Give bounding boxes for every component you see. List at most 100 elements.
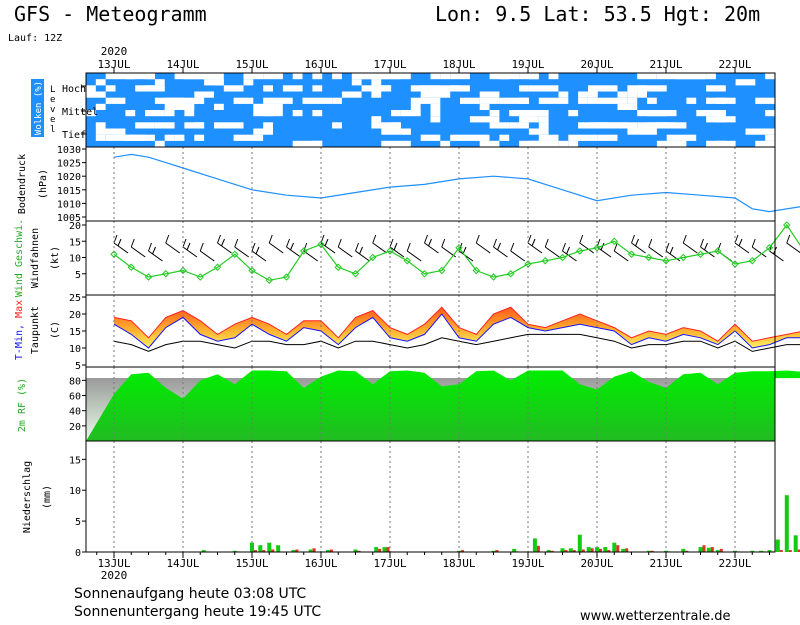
cloud-gap	[105, 73, 116, 80]
x-tick-label-bottom: 13JUL	[97, 557, 130, 570]
x-tick-label-top: 22JUL	[718, 58, 751, 71]
wind-barb-staff	[579, 242, 595, 254]
precip-bar	[621, 548, 626, 552]
wind-barb-flag	[324, 238, 329, 247]
wind-barb-flag	[600, 242, 605, 251]
wind-speed-point	[248, 266, 256, 275]
convective-bar	[581, 549, 585, 552]
cloud-gap	[420, 91, 451, 98]
cloud-gap	[430, 103, 441, 110]
wind-barb-staff	[769, 250, 784, 262]
cloud-gap	[145, 73, 155, 80]
wind-barb-staff	[372, 242, 388, 254]
precip-bar	[382, 547, 387, 552]
wind-barb-staff	[648, 246, 664, 258]
cloud-gap	[312, 140, 323, 147]
wind-speed-point	[300, 247, 308, 255]
cloud-gap	[686, 73, 707, 80]
wind-barb-flag	[665, 242, 670, 252]
cloud-gap	[528, 73, 539, 80]
precip-bar	[793, 535, 798, 552]
cloud-gap	[528, 110, 549, 117]
cloud-level-low: Tief	[62, 130, 86, 141]
convective-bar	[616, 545, 620, 552]
convective-bar	[590, 548, 594, 552]
cloud-gap	[105, 134, 136, 141]
wind-barb-staff	[665, 250, 681, 262]
wind-barb-flag	[566, 246, 570, 255]
site-link[interactable]: www.wetterzentrale.de	[580, 609, 731, 624]
rh-ytick-label: 20	[69, 422, 81, 433]
wind-ylabel: Wind Geschwi.	[14, 219, 25, 297]
x-tick-label-bottom: 22JUL	[718, 557, 751, 570]
cloud-gap	[125, 110, 136, 117]
cloud-level-letter: L	[50, 85, 55, 95]
wind-barb-staff	[493, 246, 508, 258]
wind-speed-point	[420, 270, 429, 278]
cloud-gap	[95, 128, 126, 135]
panel-frame-precipitation	[85, 440, 776, 553]
cloud-gap	[145, 110, 165, 117]
rh-ytick-label: 40	[69, 407, 81, 418]
cloud-gap	[312, 73, 323, 80]
cloud-gap	[578, 97, 588, 104]
wind-speed-point	[403, 257, 411, 265]
precip-bar	[759, 550, 764, 552]
cloud-gap	[381, 85, 392, 92]
cloud-gap	[755, 140, 785, 147]
cloud-gap	[755, 97, 785, 104]
wind-barb-staff	[130, 246, 146, 258]
convective-bar	[357, 550, 361, 552]
cloud-gap	[184, 103, 195, 110]
precip-ytick-label: 15	[69, 455, 81, 466]
cloud-gap	[430, 134, 441, 141]
cloud-gap	[656, 122, 687, 129]
wind-barb-flag	[562, 242, 566, 252]
cloud-gap	[558, 91, 569, 98]
pressure-ytick-label: 1015	[57, 186, 81, 197]
pressure-line	[113, 153, 800, 213]
cloud-gap	[617, 122, 638, 129]
cloud-gap	[597, 122, 608, 129]
cloud-gap	[86, 85, 96, 92]
convective-bar	[312, 548, 316, 552]
wind-barb-staff	[406, 250, 422, 262]
convective-bar	[461, 550, 464, 552]
cloud-gap	[164, 134, 175, 141]
wind-speed-point	[558, 253, 567, 262]
tmax-line	[113, 306, 800, 342]
cloud-gap	[401, 110, 421, 117]
wind-barb-staff	[544, 246, 560, 258]
wind-barb-flag	[497, 242, 501, 251]
cloud-gap	[460, 97, 480, 104]
cloud-gap	[538, 134, 559, 141]
wind-barb-flag	[669, 246, 674, 255]
temp-ylabel-min: T-Min,	[14, 318, 25, 360]
precip-bar	[276, 545, 281, 552]
cloud-gap	[745, 128, 775, 135]
precip-bar	[308, 549, 313, 552]
precip-bar	[201, 550, 206, 552]
wind-ytick-label: 15	[69, 237, 81, 248]
wind-barb-staff	[182, 246, 198, 258]
wind-speed-point	[593, 244, 601, 252]
x-tick-label-top: 20JUL	[580, 58, 613, 71]
cloud-gap	[479, 140, 500, 147]
cloud-gap	[410, 85, 431, 92]
cloud-gap	[145, 85, 165, 92]
cloud-gap	[125, 73, 155, 80]
cloud-level-high: Hoch	[62, 84, 86, 95]
cloud-gap	[706, 110, 726, 117]
cloud-gap	[617, 91, 628, 98]
cloud-gap	[706, 73, 716, 80]
cloud-gap	[164, 110, 175, 117]
cloud-gap	[686, 97, 697, 104]
wind-speed-point	[748, 257, 756, 265]
wind-barb-flag	[221, 238, 225, 247]
cloud-gap	[617, 97, 628, 104]
cloud-gap	[656, 140, 687, 147]
wind-ytick-label: 10	[69, 254, 81, 265]
cloud-gap	[499, 73, 520, 80]
cloud-gap	[282, 85, 303, 92]
cloud-gap	[617, 103, 638, 110]
